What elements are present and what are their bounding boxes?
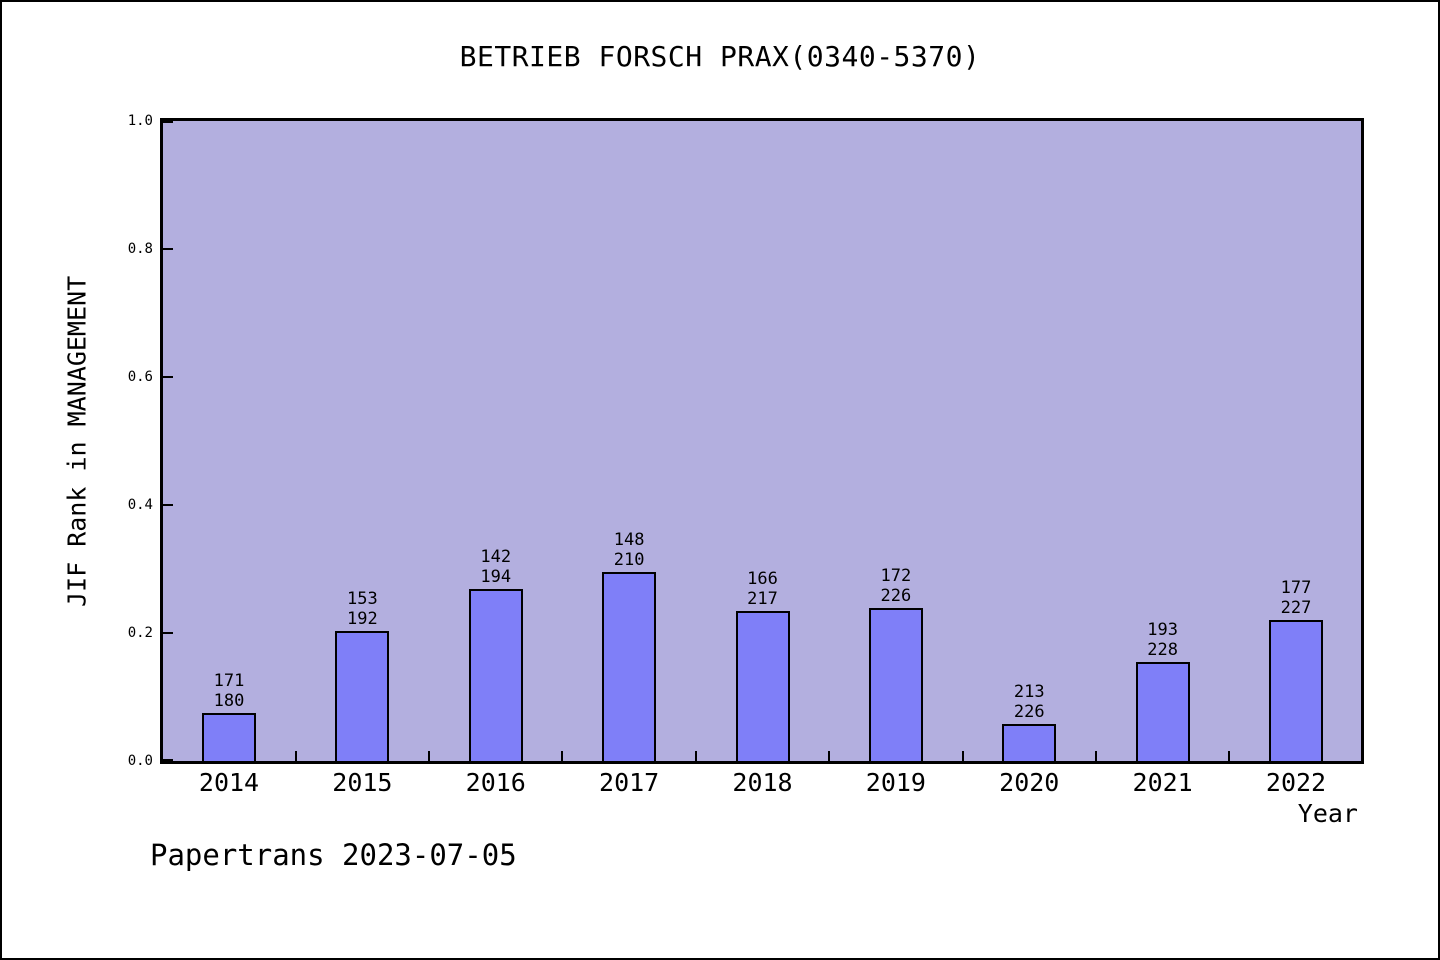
x-tick-label: 2017 bbox=[599, 768, 660, 797]
x-tick-label: 2019 bbox=[865, 768, 926, 797]
footer-watermark: Papertrans 2023-07-05 bbox=[150, 838, 517, 872]
x-minor-tick bbox=[294, 751, 297, 761]
y-tick-mark bbox=[163, 121, 173, 123]
y-tick-mark bbox=[163, 759, 173, 761]
bar-total-value: 192 bbox=[347, 609, 378, 629]
bar bbox=[1002, 724, 1057, 761]
bar-rank-value: 213 bbox=[1013, 682, 1045, 702]
bar bbox=[735, 611, 790, 761]
y-tick-mark bbox=[163, 504, 173, 506]
x-minor-tick bbox=[1228, 751, 1231, 761]
bar-value-label: 171 180 bbox=[169, 671, 289, 711]
bar-rank-value: 148 bbox=[613, 530, 645, 550]
y-tick-label: 0.0 bbox=[127, 753, 153, 769]
y-tick-label: 0.8 bbox=[127, 241, 153, 257]
x-minor-tick bbox=[1094, 751, 1097, 761]
x-axis-label: Year bbox=[1297, 799, 1358, 828]
plot-area: 171 180 153 192 142 194 148 210 166 217 172 226 213 2… bbox=[160, 118, 1364, 764]
y-tick-mark bbox=[163, 376, 173, 378]
y-tick-mark bbox=[163, 632, 173, 634]
x-tick-label: 2018 bbox=[732, 768, 793, 797]
bar-total-value: 228 bbox=[1147, 640, 1178, 660]
bar bbox=[602, 572, 657, 761]
bar-value-label: 172 226 bbox=[836, 566, 956, 606]
bar-total-value: 210 bbox=[613, 550, 645, 570]
bar-rank-value: 166 bbox=[747, 569, 778, 589]
bar bbox=[335, 631, 390, 761]
bar-value-label: 142 194 bbox=[436, 547, 556, 587]
bar-total-value: 180 bbox=[213, 691, 245, 711]
y-tick-mark bbox=[163, 248, 173, 250]
bar-total-value: 226 bbox=[880, 586, 912, 606]
bar-value-label: 166 217 bbox=[703, 569, 823, 609]
x-minor-tick bbox=[428, 751, 431, 761]
bar-total-value: 227 bbox=[1280, 598, 1312, 618]
bar-value-label: 193 228 bbox=[1103, 620, 1223, 660]
x-tick-label: 2016 bbox=[465, 768, 526, 797]
bar-value-label: 177 227 bbox=[1236, 578, 1356, 618]
bar-rank-value: 142 bbox=[480, 547, 512, 567]
y-axis-label: JIF Rank in MANAGEMENT bbox=[62, 275, 92, 607]
bar-rank-value: 177 bbox=[1280, 578, 1312, 598]
x-tick-label: 2021 bbox=[1132, 768, 1193, 797]
bar-rank-value: 171 bbox=[213, 671, 245, 691]
x-tick-label: 2022 bbox=[1265, 768, 1327, 797]
bar-total-value: 194 bbox=[480, 567, 512, 587]
bar bbox=[868, 608, 923, 761]
bar-rank-value: 193 bbox=[1147, 620, 1178, 640]
x-minor-tick bbox=[561, 751, 564, 761]
bar bbox=[1269, 620, 1323, 761]
bar-total-value: 217 bbox=[747, 589, 778, 609]
y-tick-label: 0.6 bbox=[127, 369, 153, 385]
bar-rank-value: 153 bbox=[347, 589, 378, 609]
chart-title: BETRIEB FORSCH PRAX(0340-5370) bbox=[459, 40, 981, 73]
x-minor-tick bbox=[961, 751, 964, 761]
bar-total-value: 226 bbox=[1013, 702, 1045, 722]
x-tick-label: 2020 bbox=[999, 768, 1060, 797]
bar bbox=[468, 589, 523, 761]
bar bbox=[1135, 662, 1190, 761]
bar-value-label: 153 192 bbox=[302, 589, 422, 629]
bar-value-label: 213 226 bbox=[969, 682, 1089, 722]
x-tick-label: 2014 bbox=[198, 768, 260, 797]
y-tick-label: 0.2 bbox=[127, 625, 153, 641]
bar-rank-value: 172 bbox=[880, 566, 912, 586]
y-tick-label: 1.0 bbox=[127, 113, 153, 129]
x-tick-label: 2015 bbox=[332, 768, 393, 797]
y-tick-label: 0.4 bbox=[127, 497, 153, 513]
bar bbox=[202, 713, 256, 761]
x-minor-tick bbox=[828, 751, 831, 761]
x-minor-tick bbox=[694, 751, 697, 761]
bar-value-label: 148 210 bbox=[569, 530, 689, 570]
